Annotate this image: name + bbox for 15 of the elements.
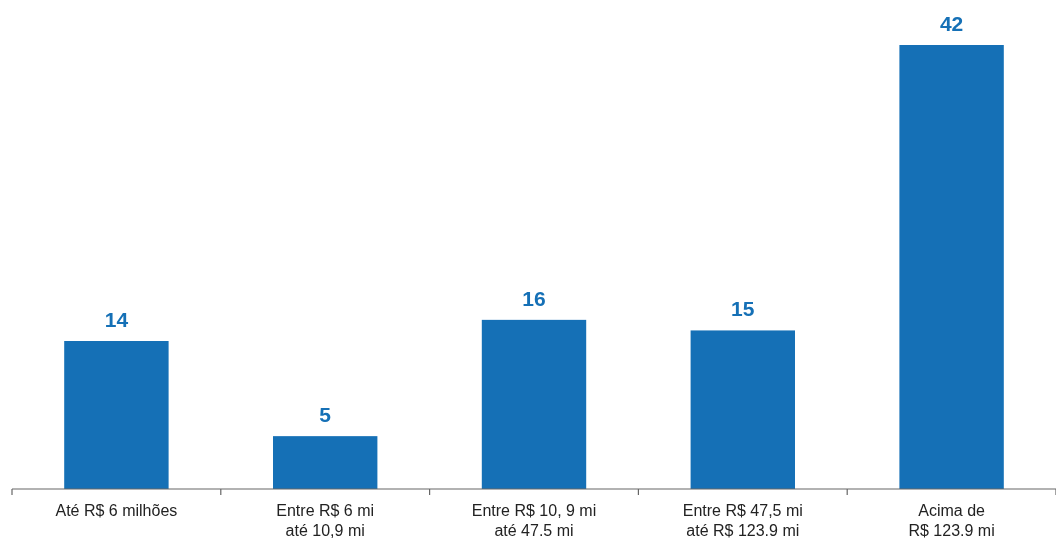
- x-tick-label: Entre R$ 10, 9 mi até 47.5 mi: [471, 502, 597, 539]
- data-label: 16: [522, 286, 546, 310]
- data-label: 14: [104, 308, 129, 331]
- data-label: 5: [319, 403, 332, 427]
- x-tick-label: Acima de R$ 123.9 mi: [908, 502, 995, 539]
- bar: [690, 330, 795, 489]
- x-tick-label: Entre R$ 6 mi até 10,9 mi: [276, 502, 375, 539]
- bar: [481, 319, 587, 489]
- x-tick-label: Entre R$ 47,5 mi até R$ 123.9 mi: [682, 502, 803, 539]
- data-label: 15: [731, 297, 755, 321]
- bar: [64, 341, 169, 489]
- bar: [273, 436, 378, 489]
- data-label: 42: [939, 12, 964, 35]
- bar: [899, 45, 1004, 489]
- x-tick-label: Até R$ 6 milhões: [55, 502, 178, 519]
